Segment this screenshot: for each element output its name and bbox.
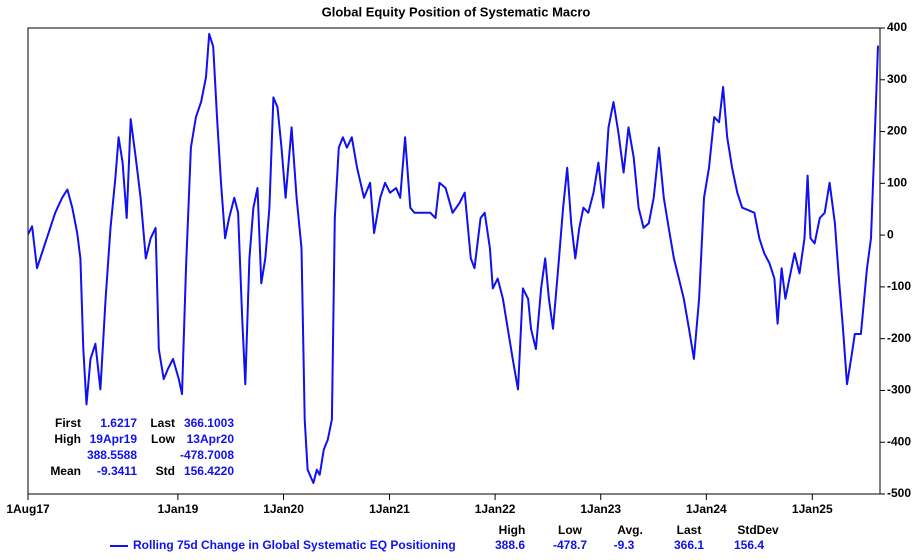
legend-column-header: Last <box>677 523 702 537</box>
legend-column-value: -478.7 <box>553 538 587 552</box>
legend-column-header: High <box>499 523 526 537</box>
stat-value: 388.5588 <box>87 448 137 462</box>
y-tick-label: -100 <box>887 279 911 293</box>
legend-column-header: Low <box>558 523 583 537</box>
stat-label: Last <box>150 416 175 430</box>
y-tick-label: 100 <box>887 176 907 190</box>
y-tick-label: -300 <box>887 383 911 397</box>
stat-value: -9.3411 <box>97 464 137 478</box>
stat-label: High <box>54 432 81 446</box>
x-tick-label: 1Jan21 <box>369 502 410 516</box>
y-tick-label: -200 <box>887 331 911 345</box>
y-tick-label: -400 <box>887 434 911 448</box>
stat-label: Std <box>156 464 175 478</box>
x-tick-label: 1Jan23 <box>580 502 621 516</box>
chart-title: Global Equity Position of Systematic Mac… <box>322 4 591 19</box>
y-tick-label: 400 <box>887 20 907 34</box>
x-tick-label: 1Jan20 <box>263 502 304 516</box>
stat-label: Low <box>151 432 176 446</box>
legend-label: Rolling 75d Change in Global Systematic … <box>133 538 456 552</box>
plot-frame <box>27 27 881 495</box>
legend-column-value: 156.4 <box>734 538 764 552</box>
x-tick-label: 1Jan25 <box>792 502 833 516</box>
stat-value: -478.7008 <box>180 448 234 462</box>
legend-column-value: -9.3 <box>614 538 635 552</box>
stat-value: 156.4220 <box>184 464 234 478</box>
stat-label: Mean <box>50 464 81 478</box>
y-tick-label: 200 <box>887 124 907 138</box>
y-tick-label: -500 <box>887 486 911 500</box>
x-tick-label: 1Jan19 <box>158 502 199 516</box>
stat-date: 13Apr20 <box>187 432 235 446</box>
y-tick-label: 300 <box>887 72 907 86</box>
x-tick-label: 1Jan22 <box>475 502 516 516</box>
x-tick-label: 1Aug17 <box>6 502 50 516</box>
legend-column-header: Avg. <box>617 523 643 537</box>
legend-column-value: 388.6 <box>495 538 525 552</box>
stat-value: 366.1003 <box>184 416 234 430</box>
stat-date: 19Apr19 <box>90 432 138 446</box>
x-tick-label: 1Jan24 <box>686 502 727 516</box>
y-tick-label: 0 <box>887 227 894 241</box>
series-line <box>27 32 879 484</box>
legend-column-header: StdDev <box>737 523 779 537</box>
stat-value: 1.6217 <box>100 416 137 430</box>
legend-column-value: 366.1 <box>674 538 704 552</box>
stat-label: First <box>55 416 81 430</box>
